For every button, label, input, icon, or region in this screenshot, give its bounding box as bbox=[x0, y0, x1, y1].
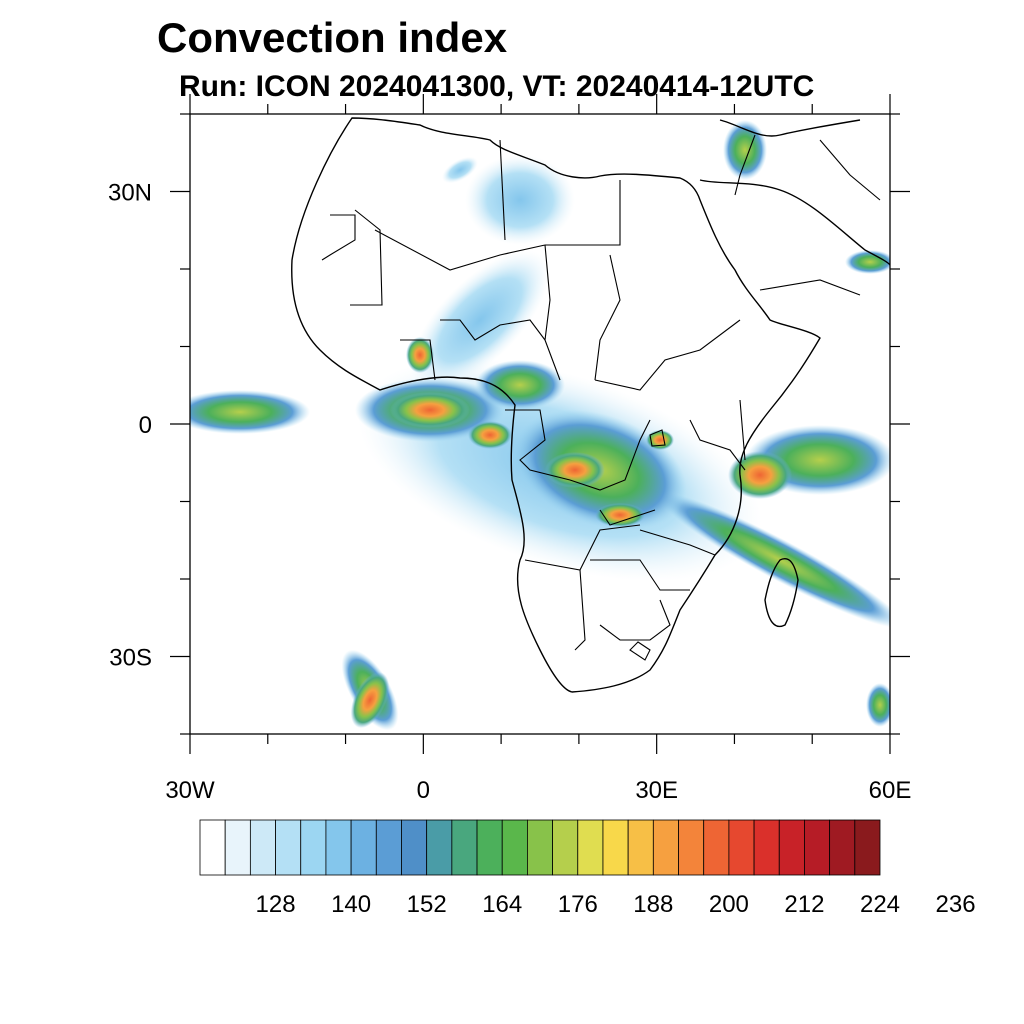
colorbar-swatch bbox=[854, 819, 881, 876]
x-axis-labels: 30W 0 30E 60E bbox=[165, 777, 911, 804]
colorbar-swatch bbox=[577, 819, 604, 876]
colorbar-labels: 128 140 152 164 176 188 200 212 224 236 bbox=[256, 891, 976, 918]
map-title: Convection index bbox=[157, 14, 508, 61]
colorbar-swatch bbox=[703, 819, 730, 876]
borders bbox=[321, 134, 881, 661]
colorbar-swatch bbox=[300, 819, 327, 876]
map-subtitle: Run: ICON 2024041300, VT: 20240414-12UTC bbox=[179, 70, 815, 103]
y-tick-label: 30N bbox=[108, 180, 152, 207]
colorbar-swatch bbox=[728, 819, 755, 876]
colorbar-swatch bbox=[224, 819, 251, 876]
colorbar-label: 188 bbox=[633, 891, 673, 918]
colorbar-swatch bbox=[426, 819, 453, 876]
colorbar-swatch bbox=[451, 819, 478, 876]
colorbar-swatch bbox=[753, 819, 780, 876]
colorbar-swatch bbox=[804, 819, 831, 876]
colorbar-swatch bbox=[325, 819, 352, 876]
x-tick-label: 30W bbox=[165, 777, 215, 804]
y-tick-label: 30S bbox=[109, 645, 152, 672]
colorbar-swatch bbox=[778, 819, 805, 876]
colorbar-swatch bbox=[627, 819, 654, 876]
colorbar-swatch bbox=[476, 819, 503, 876]
colorbar-swatch bbox=[552, 819, 579, 876]
colorbar-label: 164 bbox=[482, 891, 522, 918]
colorbar-label: 176 bbox=[558, 891, 598, 918]
colorbar-label: 212 bbox=[784, 891, 824, 918]
x-tick-label: 30E bbox=[635, 777, 678, 804]
colorbar bbox=[199, 819, 881, 876]
x-tick-label: 0 bbox=[417, 777, 430, 804]
y-tick-label: 0 bbox=[139, 412, 152, 439]
coastlines bbox=[291, 117, 890, 693]
colorbar-swatch bbox=[829, 819, 856, 876]
colorbar-swatch bbox=[275, 819, 302, 876]
colorbar-label: 152 bbox=[407, 891, 447, 918]
colorbar-swatch bbox=[652, 819, 679, 876]
y-axis-labels: 30N 0 30S bbox=[108, 180, 152, 672]
colorbar-label: 140 bbox=[331, 891, 371, 918]
colorbar-swatch bbox=[350, 819, 377, 876]
x-tick-label: 60E bbox=[869, 777, 912, 804]
colorbar-label: 128 bbox=[256, 891, 296, 918]
colorbar-swatch bbox=[501, 819, 528, 876]
colorbar-swatch bbox=[199, 819, 226, 876]
colorbar-swatch bbox=[375, 819, 402, 876]
convection-field bbox=[190, 120, 890, 731]
colorbar-swatch bbox=[602, 819, 629, 876]
colorbar-swatch bbox=[401, 819, 428, 876]
colorbar-swatch bbox=[527, 819, 553, 876]
colorbar-swatch bbox=[249, 819, 276, 876]
colorbar-label: 236 bbox=[936, 891, 976, 918]
colorbar-label: 224 bbox=[860, 891, 900, 918]
colorbar-label: 200 bbox=[709, 891, 749, 918]
colorbar-swatch bbox=[678, 819, 705, 876]
axis-ticks bbox=[170, 94, 910, 754]
